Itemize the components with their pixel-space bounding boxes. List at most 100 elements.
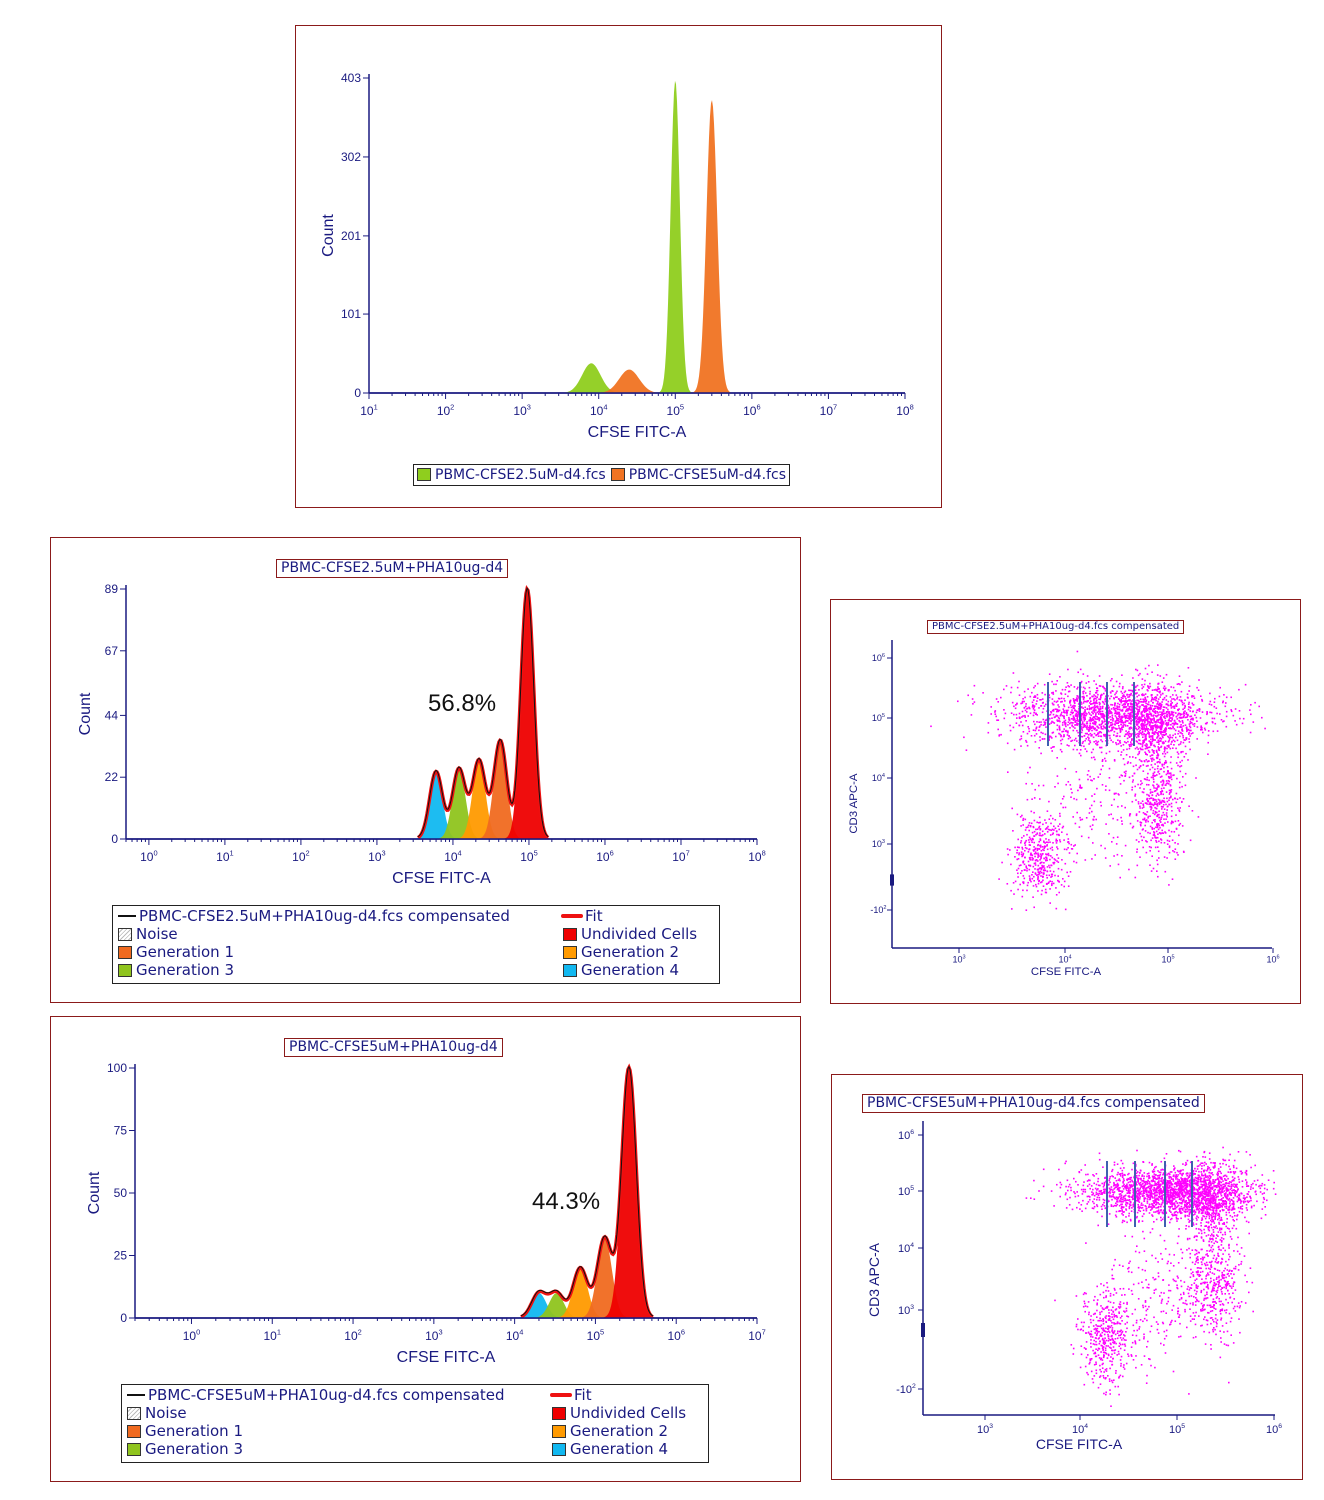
tick-label: 104 — [590, 403, 608, 418]
tick-label: 102 — [437, 403, 455, 418]
legend-gen4: Generation 4 — [552, 1440, 668, 1458]
tick-label: 105 — [872, 713, 885, 723]
y-axis-label: Count — [86, 1171, 103, 1214]
tick-label: 103 — [425, 1328, 443, 1343]
proliferation-chart-5um: 100 101 102 103 104 105 106 107 0 25 50 75 100 CFSE F… — [86, 1061, 766, 1366]
tick-label: -102 — [870, 905, 886, 915]
legend-sample: PBMC-CFSE2.5uM+PHA10ug-d4.fcs compensate… — [118, 907, 510, 925]
y-tick-label: 25 — [114, 1249, 128, 1263]
legend-gen4: Generation 4 — [563, 961, 679, 979]
tick-label: 105 — [667, 403, 685, 418]
panel-title: PBMC-CFSE5uM+PHA10ug-d4 — [284, 1038, 503, 1057]
y-tick-label: 50 — [114, 1186, 128, 1200]
tick-label: 106 — [1266, 954, 1279, 964]
generation-peak-0 — [126, 771, 757, 839]
tick-label: 108 — [748, 849, 766, 864]
generation-peak-4 — [135, 1068, 757, 1318]
y-tick-label: 0 — [120, 1311, 127, 1325]
tick-label: 106 — [667, 1328, 685, 1343]
dotplot-panel-2.5um: 103 104 105 106 -102 103 104 105 106 CFSE FITC-A C… — [830, 599, 1301, 1004]
dotplot-chart-2.5um: 103 104 105 106 -102 103 104 105 106 CFSE FITC-A C… — [848, 640, 1280, 978]
divided-percentage: 56.8% — [428, 690, 497, 717]
dotplot-chart-5um: 103 104 105 106 -102 103 104 105 106 CFSE FITC-A C… — [866, 1121, 1282, 1452]
y-tick-label: 201 — [341, 229, 361, 243]
overlay-histogram-panel: 101 102 103 104 105 106 107 108 0 101 201 302 403 CFS… — [295, 25, 942, 508]
tick-label: 105 — [1169, 1423, 1185, 1436]
dotplot-panel-5um: 103 104 105 106 -102 103 104 105 106 CFSE FITC-A C… — [831, 1074, 1303, 1480]
y-axis-label: CD3 APC-A — [866, 1242, 882, 1317]
overlay-legend: PBMC-CFSE2.5uM-d4.fcs PBMC-CFSE5uM-d4.fcs — [413, 464, 791, 486]
panel-title: PBMC-CFSE2.5uM+PHA10ug-d4 — [276, 559, 509, 578]
tick-label: 100 — [183, 1328, 201, 1343]
tick-label: 102 — [292, 849, 310, 864]
legend-undivided: Undivided Cells — [552, 1404, 686, 1422]
tick-label: 106 — [898, 1129, 914, 1142]
y-tick-label: 75 — [114, 1124, 128, 1138]
panel-title: PBMC-CFSE5uM+PHA10ug-d4.fcs compensated — [862, 1094, 1205, 1113]
y-tick-label: 44 — [105, 708, 119, 722]
tick-label: 101 — [360, 403, 378, 418]
tick-label: 105 — [898, 1185, 914, 1198]
generation-peak-2 — [135, 1268, 757, 1318]
tick-label: 105 — [587, 1328, 605, 1343]
tick-label: 106 — [743, 403, 761, 418]
legend-label-cfse2.5: PBMC-CFSE2.5uM-d4.fcs — [435, 467, 606, 483]
y-tick-label: 0 — [354, 386, 361, 400]
tick-label: 104 — [872, 773, 885, 783]
tick-label: -102 — [896, 1383, 916, 1396]
scatter-dots — [930, 650, 1266, 911]
x-axis-label: CFSE FITC-A — [1036, 1436, 1123, 1452]
legend-sample: PBMC-CFSE5uM+PHA10ug-d4.fcs compensated — [127, 1386, 505, 1404]
tick-label: 104 — [1072, 1423, 1088, 1436]
legend-swatch-green — [417, 468, 431, 481]
y-tick-label: 67 — [105, 644, 119, 658]
y-tick-label: 0 — [111, 832, 118, 846]
legend-fit: Fit — [550, 1386, 592, 1404]
x-axis-label: CFSE FITC-A — [392, 870, 491, 887]
axis-marker — [921, 1323, 925, 1337]
tick-label: 103 — [952, 954, 965, 964]
data-line — [417, 586, 549, 838]
legend-noise: Noise — [127, 1404, 187, 1422]
tick-label: 104 — [1058, 954, 1071, 964]
legend-undivided: Undivided Cells — [563, 925, 697, 943]
tick-label: 103 — [513, 403, 531, 418]
tick-label: 104 — [506, 1328, 523, 1343]
tick-label: 106 — [596, 849, 614, 864]
y-tick-label: 302 — [341, 150, 361, 164]
tick-label: 101 — [264, 1328, 282, 1343]
tick-label: 107 — [748, 1328, 766, 1343]
tick-label: 108 — [896, 403, 914, 418]
data-line — [520, 1065, 654, 1317]
tick-label: 106 — [872, 653, 885, 663]
legend-gen3: Generation 3 — [127, 1440, 243, 1458]
x-axis-label: CFSE FITC-A — [397, 1349, 496, 1366]
legend-gen1: Generation 1 — [127, 1422, 243, 1440]
series-area-0 — [369, 80, 905, 394]
legend-label-cfse5: PBMC-CFSE5uM-d4.fcs — [628, 467, 787, 483]
y-axis-label: CD3 APC-A — [848, 773, 860, 834]
tick-label: 107 — [672, 849, 690, 864]
scatter-dots — [1025, 1146, 1277, 1407]
y-tick-label: 100 — [107, 1061, 127, 1075]
proliferation-panel-5um: 100 101 102 103 104 105 106 107 0 25 50 75 100 CFSE F… — [50, 1016, 801, 1482]
legend-gen2: Generation 2 — [563, 943, 679, 961]
y-axis-label: Count — [320, 214, 337, 257]
tick-label: 102 — [344, 1328, 362, 1343]
generation-peak-0 — [135, 1293, 757, 1318]
tick-label: 103 — [368, 849, 386, 864]
y-axis-label: Count — [77, 692, 94, 735]
tick-label: 103 — [977, 1423, 993, 1436]
tick-label: 101 — [216, 849, 234, 864]
panel-title: PBMC-CFSE2.5uM+PHA10ug-d4.fcs compensate… — [927, 620, 1185, 634]
legend-gen3: Generation 3 — [118, 961, 234, 979]
tick-label: 103 — [872, 839, 885, 849]
legend-noise: Noise — [118, 925, 178, 943]
generation-peak-1 — [135, 1293, 757, 1318]
model-legend: PBMC-CFSE2.5uM+PHA10ug-d4.fcs compensate… — [112, 905, 720, 984]
generation-peak-3 — [135, 1238, 757, 1318]
y-tick-label: 101 — [341, 307, 361, 321]
x-axis-label: CFSE FITC-A — [588, 424, 687, 441]
legend-swatch-orange — [610, 468, 625, 481]
y-tick-label: 403 — [341, 71, 361, 85]
